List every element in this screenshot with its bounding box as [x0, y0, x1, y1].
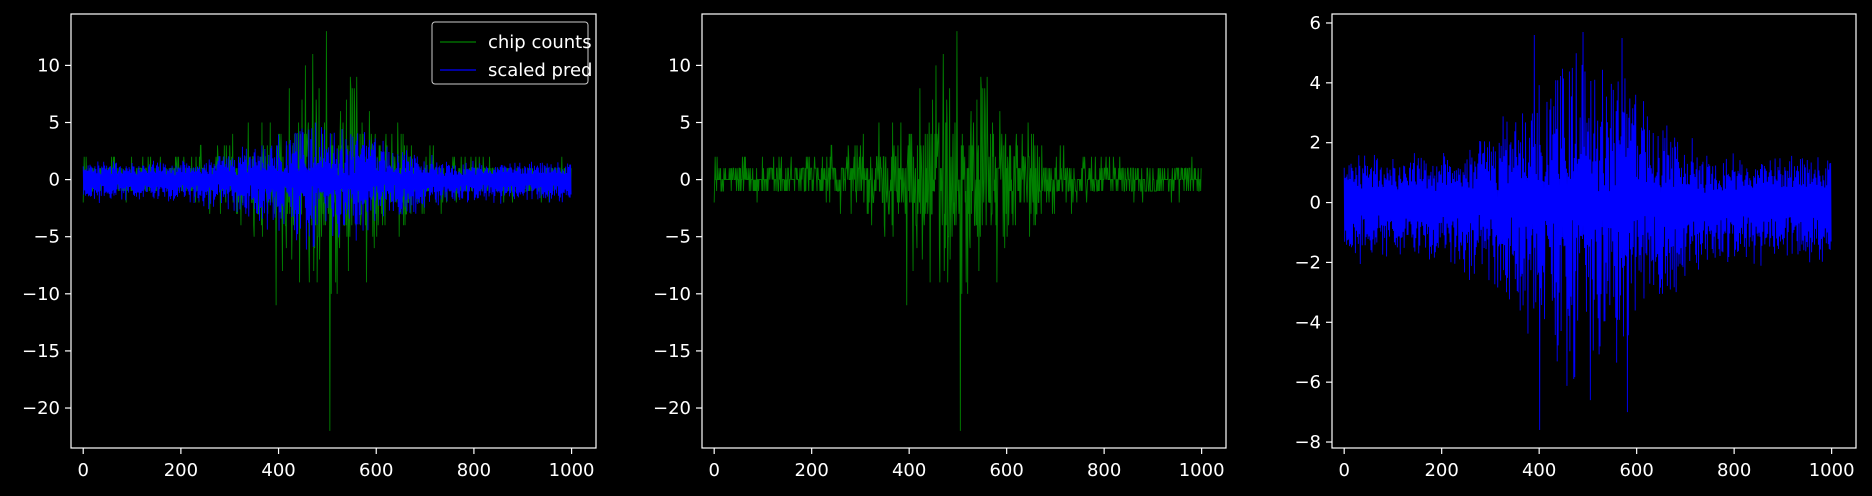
- x-tick-label: 400: [892, 460, 926, 481]
- axes-frame: [1331, 13, 1857, 449]
- x-tick-label: 0: [708, 460, 719, 481]
- x-tick-label: 600: [1619, 460, 1653, 481]
- series-line-chip-counts: [82, 31, 572, 431]
- series-line-pred-0: [1343, 31, 1832, 431]
- x-tick-label: 800: [1717, 460, 1751, 481]
- x-tick-label: 800: [1087, 460, 1121, 481]
- y-tick-label: −20: [653, 398, 691, 419]
- series-line-counts-0: [713, 31, 1202, 431]
- x-tick-label: 0: [1338, 460, 1349, 481]
- y-tick-label: 5: [49, 113, 60, 134]
- y-tick-label: 2: [1310, 133, 1321, 154]
- y-tick-label: 5: [680, 113, 691, 134]
- chart-panel-left: 0 200 400 600 800 1000 −20 −15 −10 −5 0 5 10 chip cou…: [22, 13, 597, 481]
- y-tick-label: −5: [664, 227, 691, 248]
- x-tick-label: 400: [261, 460, 295, 481]
- y-tick-label: −10: [653, 284, 691, 305]
- series-line-scaled-pred: [82, 122, 572, 250]
- x-tick-label: 200: [794, 460, 828, 481]
- y-tick-label: −10: [22, 284, 60, 305]
- y-tick-label: −4: [1294, 312, 1321, 333]
- y-tick-label: −15: [653, 341, 691, 362]
- x-tick-label: 600: [359, 460, 393, 481]
- x-tick-label: 200: [164, 460, 198, 481]
- y-tick-label: 0: [49, 170, 60, 191]
- y-tick-label: 0: [680, 170, 691, 191]
- y-tick-label: −20: [22, 398, 60, 419]
- legend: chip counts scaled pred: [431, 21, 592, 85]
- legend-label: scaled pred: [488, 60, 592, 81]
- y-tick-label: −6: [1294, 372, 1321, 393]
- y-tick-label: −5: [33, 227, 60, 248]
- x-tick-label: 400: [1522, 460, 1556, 481]
- y-tick-label: 4: [1310, 73, 1321, 94]
- axes-frame: [701, 13, 1227, 449]
- plot-area: [1343, 31, 1832, 431]
- y-tick-label: −2: [1294, 252, 1321, 273]
- x-tick-label: 1000: [549, 460, 595, 481]
- y-tick-label: −8: [1294, 432, 1321, 453]
- y-tick-label: 10: [37, 55, 60, 76]
- x-tick-label: 1000: [1179, 460, 1225, 481]
- chart-panel-right: 0 200 400 600 800 1000 −8 −6 −4 −2 0 2 4 6: [1294, 13, 1857, 481]
- x-tick-label: 200: [1424, 460, 1458, 481]
- legend-label: chip counts: [488, 32, 592, 53]
- x-tick-label: 0: [77, 460, 88, 481]
- y-tick-label: 0: [1310, 193, 1321, 214]
- x-tick-label: 1000: [1809, 460, 1855, 481]
- y-tick-label: 10: [668, 55, 691, 76]
- x-tick-label: 600: [989, 460, 1023, 481]
- axes-frame: [70, 13, 597, 449]
- x-tick-label: 800: [457, 460, 491, 481]
- y-tick-label: −15: [22, 341, 60, 362]
- plot-area: [82, 31, 572, 431]
- y-tick-label: 6: [1310, 13, 1321, 34]
- plot-area: [713, 31, 1202, 431]
- chart-panel-middle: 0 200 400 600 800 1000 −20 −15 −10 −5 0 5 10: [653, 13, 1227, 481]
